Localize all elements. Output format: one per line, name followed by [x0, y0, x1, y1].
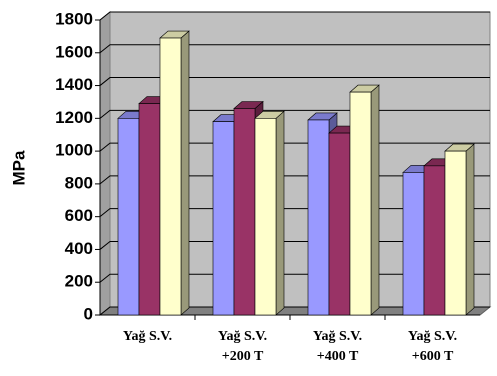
grid-line	[99, 11, 490, 21]
bar	[138, 103, 161, 316]
x-tick-label: Yağ S.V. +600 T	[407, 329, 458, 364]
y-tick-label: 1000	[55, 141, 93, 160]
y-tick-label: 600	[65, 206, 93, 225]
x-tick-label: Yağ S.V. +200 T	[217, 329, 268, 364]
y-tick-label: 800	[65, 173, 93, 192]
bar	[402, 172, 425, 316]
bar	[444, 150, 467, 316]
bar	[423, 165, 446, 316]
bar	[233, 108, 256, 316]
bar-side	[275, 110, 285, 316]
y-tick-label: 1400	[55, 75, 93, 94]
bar-side	[465, 143, 475, 316]
y-tick-label: 400	[65, 239, 93, 258]
bar-side	[180, 30, 190, 316]
y-tick-label: 1600	[55, 42, 93, 61]
y-axis-label: MPa	[9, 150, 28, 186]
bar-side	[370, 84, 380, 316]
bar	[328, 132, 351, 316]
x-tick-label: Yağ S.V.	[122, 329, 173, 344]
bar	[349, 91, 372, 316]
bar	[159, 37, 182, 316]
bar	[307, 119, 330, 316]
grid-line	[99, 77, 490, 86]
side-wall	[99, 10, 111, 317]
y-tick-label: 200	[65, 272, 93, 291]
y-tick-label: 0	[84, 304, 93, 323]
y-tick-label: 1800	[55, 9, 93, 28]
bar	[254, 118, 277, 316]
bar	[117, 118, 140, 316]
bar	[212, 121, 235, 316]
x-tick-label: Yağ S.V. +400 T	[312, 329, 363, 364]
y-tick-label: 1200	[55, 108, 93, 127]
grid-line	[99, 44, 490, 54]
